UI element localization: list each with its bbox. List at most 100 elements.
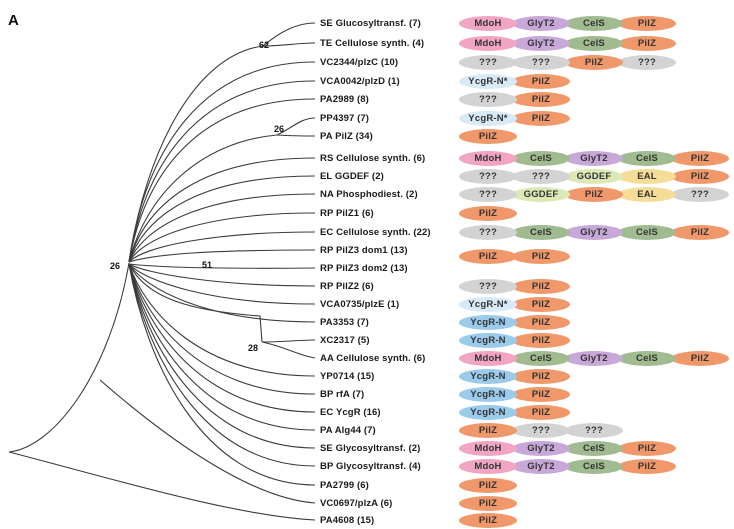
domain-architecture: PilZ?????? — [459, 422, 623, 438]
taxon-label: BP Glycosyltransf. (4) — [320, 460, 421, 472]
bootstrap-value: 28 — [248, 343, 258, 353]
tree-branch — [128, 157, 316, 263]
tree-branch — [128, 212, 316, 263]
domain-architecture: MdoH GlyT2 CelS PilZ — [459, 440, 676, 456]
domain-oval: GlyT2 — [565, 150, 623, 166]
tree-branch — [128, 263, 316, 431]
domain-oval: EAL — [618, 186, 676, 202]
tree-branch — [128, 263, 316, 486]
taxon-label: NA Phosphodiest. (2) — [320, 188, 418, 200]
domain-architecture: YcgR-N* PilZ — [459, 296, 570, 312]
domain-architecture: MdoH CelS GlyT2 CelS PilZ — [459, 150, 729, 166]
domain-oval: YcgR-N* — [459, 73, 517, 89]
domain-oval: CelS — [565, 15, 623, 31]
domain-oval: PilZ — [565, 186, 623, 202]
domain-oval: PilZ — [671, 150, 729, 166]
domain-oval: CelS — [512, 350, 570, 366]
domain-oval: CelS — [565, 458, 623, 474]
domain-oval: ??? — [459, 91, 517, 107]
domain-oval: PilZ — [618, 440, 676, 456]
domain-oval: PilZ — [459, 495, 517, 511]
domain-architecture: YcgR-N PilZ — [459, 368, 570, 384]
panel-label: A — [8, 12, 19, 29]
taxon-label: PP4397 (7) — [320, 112, 370, 124]
tree-branch — [128, 263, 316, 377]
taxon-label: YP0714 (15) — [320, 370, 375, 382]
taxon-label: TE Cellulose synth. (4) — [320, 37, 425, 49]
taxon-label: SE Glycosyltransf. (2) — [320, 442, 421, 454]
domain-oval: PilZ — [512, 248, 570, 264]
domain-oval: ??? — [671, 186, 729, 202]
domain-oval: PilZ — [459, 422, 517, 438]
domain-architecture: ??? PilZ — [459, 278, 570, 294]
taxon-label: PA2799 (6) — [320, 479, 369, 491]
tree-branch — [261, 339, 316, 343]
domain-architecture: ??? PilZ — [459, 91, 570, 107]
domain-oval: PilZ — [512, 332, 570, 348]
domain-oval: GlyT2 — [512, 440, 570, 456]
taxon-label: RP PilZ1 (6) — [320, 207, 374, 219]
domain-architecture: YcgR-N PilZ — [459, 314, 570, 330]
bootstrap-value: 26 — [274, 124, 284, 134]
domain-oval: PilZ — [565, 54, 623, 70]
domain-oval: CelS — [618, 150, 676, 166]
taxon-label: VCA0042/plzD (1) — [320, 75, 400, 87]
domain-oval: ??? — [512, 54, 570, 70]
domain-oval: PilZ — [618, 458, 676, 474]
domain-oval: ??? — [459, 224, 517, 240]
domain-oval: PilZ — [671, 224, 729, 240]
domain-oval: PilZ — [459, 512, 517, 528]
bootstrap-value: 62 — [259, 40, 269, 50]
tree-branch — [128, 45, 264, 263]
tree-branch — [261, 341, 316, 359]
tree-branch — [128, 263, 316, 287]
domain-oval: YcgR-N — [459, 332, 517, 348]
domain-oval: PilZ — [512, 386, 570, 402]
domain-oval: YcgR-N* — [459, 296, 517, 312]
tree-branch — [276, 117, 316, 136]
domain-oval: GlyT2 — [565, 224, 623, 240]
tree-branch — [128, 263, 316, 467]
domain-architecture: MdoH GlyT2 CelS PilZ — [459, 15, 676, 31]
domain-oval: ??? — [459, 278, 517, 294]
domain-oval: CelS — [618, 350, 676, 366]
tree-branch — [128, 249, 316, 263]
taxon-label: SE Glucosyltransf. (7) — [320, 17, 421, 29]
tree-branch — [128, 263, 316, 449]
taxon-label: EC YcgR (16) — [320, 406, 381, 418]
domain-oval: PilZ — [459, 248, 517, 264]
taxon-label: XC2317 (5) — [320, 334, 370, 346]
taxon-label: PA Alg44 (7) — [320, 424, 376, 436]
domain-oval: MdoH — [459, 35, 517, 51]
bootstrap-value: 26 — [110, 261, 120, 271]
domain-oval: PilZ — [512, 368, 570, 384]
domain-oval: CelS — [512, 150, 570, 166]
domain-oval: ??? — [565, 422, 623, 438]
tree-branch — [262, 22, 316, 47]
domain-oval: GGDEF — [512, 186, 570, 202]
taxon-label: EL GGDEF (2) — [320, 170, 384, 182]
tree-branch — [128, 231, 316, 263]
tree-branch — [99, 379, 316, 504]
domain-oval: ??? — [459, 168, 517, 184]
domain-oval: YcgR-N — [459, 404, 517, 420]
domain-architecture: YcgR-N PilZ — [459, 386, 570, 402]
taxon-label: AA Cellulose synth. (6) — [320, 352, 426, 364]
domain-oval: CelS — [565, 35, 623, 51]
domain-architecture: YcgR-N* PilZ — [459, 73, 570, 89]
tree-branch — [128, 263, 316, 305]
taxon-label: BP rfA (7) — [320, 388, 365, 400]
domain-oval: PilZ — [512, 296, 570, 312]
taxon-label: RP PilZ2 (6) — [320, 280, 374, 292]
domain-oval: PilZ — [618, 15, 676, 31]
tree-branch — [128, 263, 316, 269]
domain-architecture: ?????? PilZ??? — [459, 54, 676, 70]
domain-architecture: ??? CelS GlyT2 CelS PilZ — [459, 224, 729, 240]
domain-oval: MdoH — [459, 458, 517, 474]
domain-oval: ??? — [618, 54, 676, 70]
domain-architecture: MdoH CelS GlyT2 CelS PilZ — [459, 350, 729, 366]
domain-oval: ??? — [459, 54, 517, 70]
domain-oval: GlyT2 — [565, 350, 623, 366]
